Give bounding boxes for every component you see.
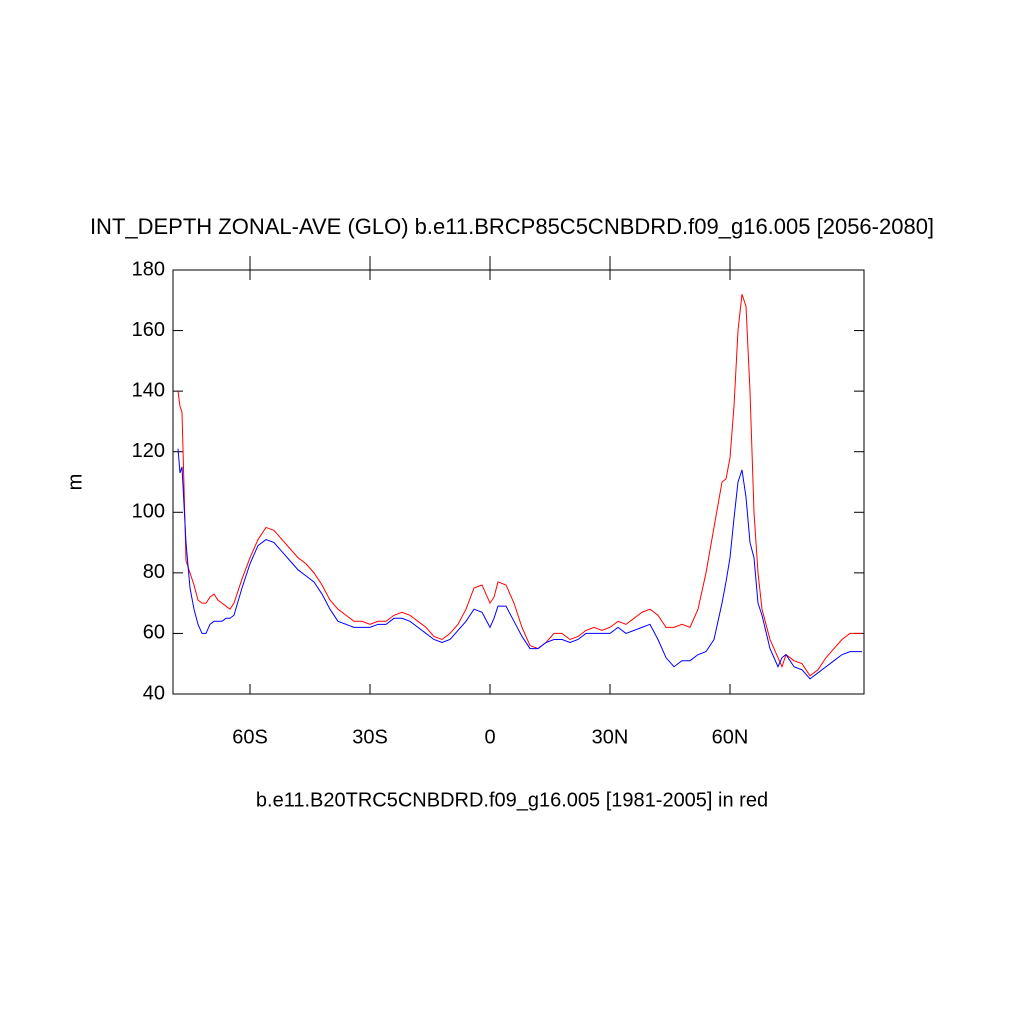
y-tick-label: 140 [132, 379, 165, 401]
x-tick-label: 30N [592, 726, 629, 748]
y-tick-label: 120 [132, 440, 165, 462]
y-tick-label: 180 [132, 258, 165, 280]
x-axis-label: b.e11.B20TRC5CNBDRD.f09_g16.005 [1981-20… [256, 789, 768, 811]
y-axis-label: m [64, 474, 86, 491]
y-tick-label: 160 [132, 319, 165, 341]
y-tick-label: 80 [143, 561, 165, 583]
x-tick-label: 60N [712, 726, 749, 748]
y-tick-label: 60 [143, 622, 165, 644]
plot-frame [172, 269, 865, 695]
chart-title: INT_DEPTH ZONAL-AVE (GLO) b.e11.BRCP85C5… [90, 214, 934, 239]
line-series [177, 448, 862, 680]
y-tick-label: 100 [132, 501, 165, 523]
x-tick-label: 60S [232, 726, 268, 748]
x-tick-label: 0 [484, 726, 495, 748]
x-tick-label: 30S [352, 726, 388, 748]
line-series [177, 294, 862, 677]
y-tick-label: 40 [143, 682, 165, 704]
